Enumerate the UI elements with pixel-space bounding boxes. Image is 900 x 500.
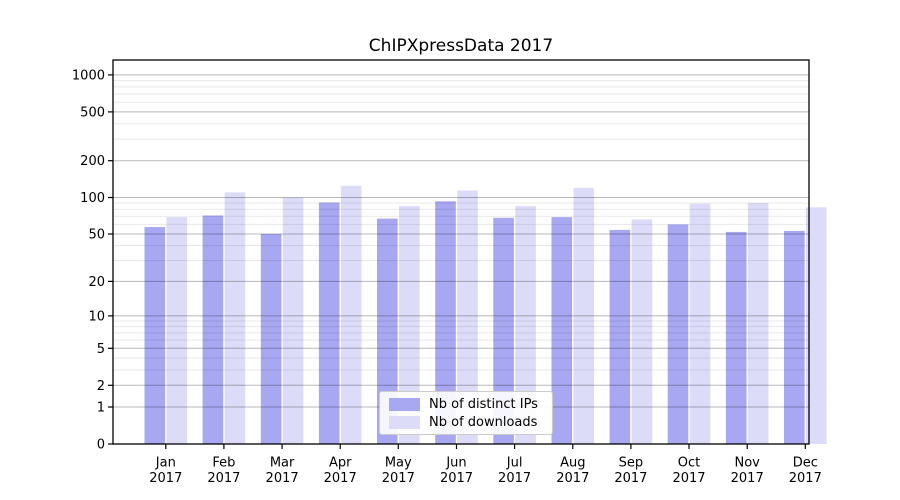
x-tick-label-month-sep: Sep [619,456,644,471]
x-tick-label-month-feb: Feb [212,456,235,471]
x-tick-label-year-jun: 2017 [440,471,473,486]
x-tick-label-year-jul: 2017 [498,471,531,486]
bar-distinct-ips-nov [725,231,747,444]
y-tick-label-500: 500 [80,105,105,120]
y-tick-label-10: 10 [88,309,105,324]
x-tick-label-year-mar: 2017 [266,471,299,486]
bar-downloads-jul [515,206,536,444]
bar-downloads-feb [224,192,246,444]
bar-distinct-ips-apr [318,202,340,444]
bar-distinct-ips-jun [435,201,456,444]
bar-distinct-ips-feb [202,215,224,444]
plot-border [112,59,810,445]
x-tick-label-month-nov: Nov [735,456,761,471]
x-tick-label-month-jul: Jul [506,456,523,471]
x-tick-label-month-mar: Mar [270,456,295,471]
x-tick-label-year-dec: 2017 [789,471,822,486]
x-tick-label-month-jan: Jan [155,456,176,471]
y-tick-label-100: 100 [80,191,105,206]
x-tick-label-year-apr: 2017 [324,471,357,486]
x-tick-label-month-jun: Jun [445,456,466,471]
legend-swatch-downloads [389,415,420,429]
bar-downloads-sep [631,219,653,444]
bar-downloads-jan [166,217,188,444]
bar-downloads-mar [282,197,304,444]
legend: Nb of distinct IPs Nb of downloads [379,391,553,435]
x-tick-label-year-oct: 2017 [672,471,705,486]
legend-item-distinct-ips: Nb of distinct IPs [389,396,552,412]
y-tick-label-50: 50 [88,228,105,243]
y-tick-label-5: 5 [97,342,105,357]
bar-distinct-ips-jan [144,227,166,444]
x-tick-label-year-jan: 2017 [149,471,182,486]
y-tick-label-20: 20 [88,275,105,290]
x-tick-label-month-may: May [385,456,412,471]
y-tick-label-0: 0 [97,438,105,453]
bar-downloads-oct [689,203,711,444]
x-tick-label-year-may: 2017 [382,471,415,486]
x-tick-label-month-oct: Oct [678,456,700,471]
x-tick-label-month-aug: Aug [560,456,585,471]
x-tick-label-year-feb: 2017 [207,471,240,486]
bar-distinct-ips-aug [551,217,573,444]
bar-distinct-ips-dec [784,230,805,444]
y-tick-label-1: 1 [97,401,105,416]
bar-distinct-ips-jul [493,217,514,444]
legend-label-downloads: Nb of downloads [429,414,538,430]
legend-swatch-distinct-ips [389,397,420,411]
y-tick-label-2: 2 [97,379,105,394]
x-tick-label-year-aug: 2017 [556,471,589,486]
y-tick-label-200: 200 [80,154,105,169]
x-tick-label-month-dec: Dec [793,456,818,471]
y-tick-label-1000: 1000 [72,68,105,83]
bar-downloads-dec [806,207,827,444]
bar-downloads-aug [573,187,595,445]
bar-distinct-ips-mar [260,234,282,444]
bar-downloads-nov [747,203,769,444]
bar-distinct-ips-sep [609,229,631,444]
x-tick-label-year-sep: 2017 [614,471,647,486]
bar-distinct-ips-may [377,218,398,444]
legend-label-distinct-ips: Nb of distinct IPs [429,396,538,412]
bar-downloads-apr [340,185,362,444]
bar-distinct-ips-oct [667,224,689,444]
chart-title: ChIPXpressData 2017 [368,36,554,56]
legend-item-downloads: Nb of downloads [389,414,552,430]
bar-downloads-may [399,206,420,444]
bar-downloads-jun [457,190,478,444]
x-tick-label-year-nov: 2017 [731,471,764,486]
x-tick-label-month-apr: Apr [329,456,352,471]
